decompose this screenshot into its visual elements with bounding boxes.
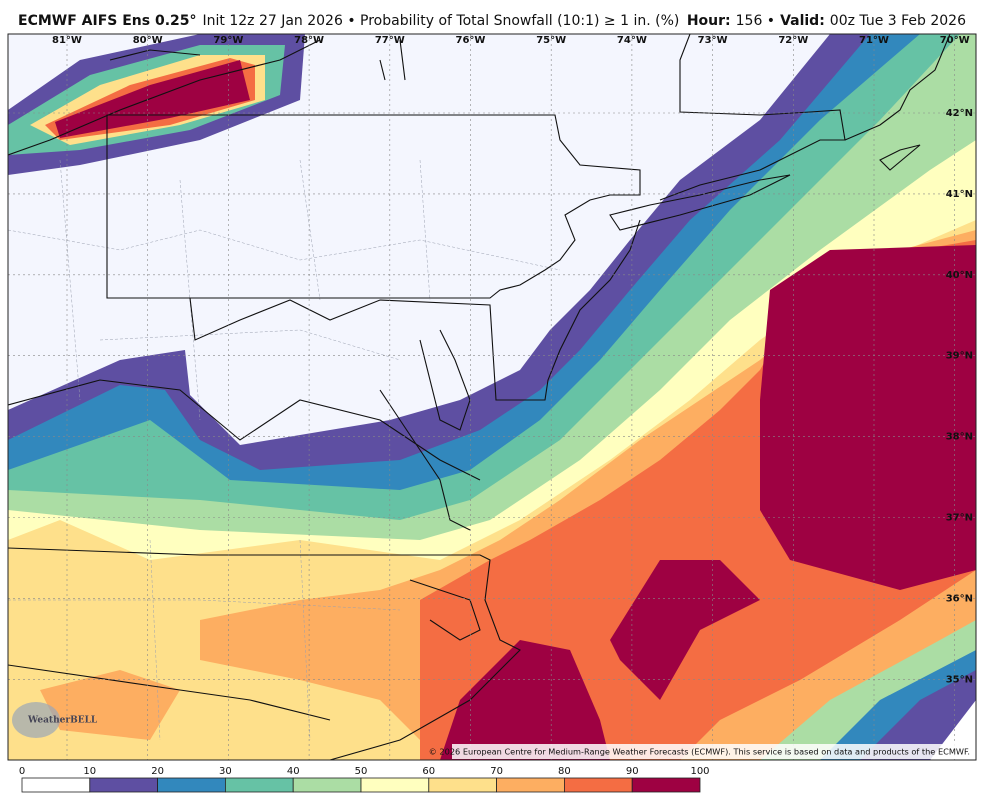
colorbar-segment <box>292 777 362 793</box>
boundaries <box>8 34 951 760</box>
colorbar-tick-label: 30 <box>219 766 232 777</box>
hour: 156 • <box>736 13 775 29</box>
longitude-label: 74°W <box>617 35 647 46</box>
probability-band <box>40 670 180 740</box>
latitude-label: 39°N <box>946 351 973 362</box>
colorbar-tick-label: 100 <box>690 766 709 777</box>
colorbar-segment <box>224 777 294 793</box>
colorbar-segment <box>564 777 633 793</box>
colorbar-segment <box>428 777 497 793</box>
map <box>8 34 976 760</box>
colorbar-tick-label: 60 <box>422 766 435 777</box>
logo-text: WeatherBELL <box>27 716 98 726</box>
valid: 00z Tue 3 Feb 2026 <box>830 13 966 29</box>
colorbar-segment <box>157 777 226 793</box>
probability-band <box>860 670 976 760</box>
colorbar-segment <box>631 777 701 793</box>
longitude-label: 80°W <box>133 35 163 46</box>
colorbar: 0 10 20 30 40 50 60 70 80 90 100 <box>19 766 710 793</box>
graticule <box>8 34 976 760</box>
colorbar-tick-label: 50 <box>355 766 368 777</box>
longitude-label: 76°W <box>456 35 486 46</box>
colorbar-tick-label: 80 <box>558 766 571 777</box>
latitude-label: 42°N <box>946 108 973 119</box>
colorbar-tick-label: 20 <box>151 766 164 777</box>
latitude-label: 41°N <box>946 189 973 200</box>
colorbar-segment <box>360 777 430 793</box>
model: ECMWF AIFS Ens 0.25° <box>18 13 197 29</box>
colorbar-segment <box>496 777 565 793</box>
description: Init 12z 27 Jan 2026 • Probability of To… <box>203 13 680 29</box>
longitude-label: 78°W <box>294 35 324 46</box>
colorbar-segment <box>89 777 159 793</box>
copyright-box <box>452 744 974 759</box>
longitude-label: 73°W <box>698 35 728 46</box>
valid-label: Valid: <box>780 13 825 29</box>
colorbar-segment <box>21 777 91 793</box>
map-frame <box>7 33 977 761</box>
probability-band <box>610 560 760 700</box>
header-left: ECMWF AIFS Ens 0.25° Init 12z 27 Jan 2026… <box>18 13 679 29</box>
header-right: Hour: 156 • Valid: 00z Tue 3 Feb 2026 <box>687 13 966 29</box>
colorbar-tick-label: 40 <box>287 766 300 777</box>
hour-label: Hour: <box>687 13 731 29</box>
logo: WeatherBELL <box>12 702 98 738</box>
colorbar-tick-label: 90 <box>626 766 639 777</box>
longitude-label: 75°W <box>536 35 566 46</box>
colorbar-tick-label: 0 <box>19 766 25 777</box>
longitude-label: 79°W <box>213 35 243 46</box>
latitude-label: 36°N <box>946 593 973 604</box>
latitude-label: 40°N <box>946 270 973 281</box>
probability-band <box>760 245 976 590</box>
probability-bands <box>8 34 976 760</box>
longitude-label: 77°W <box>375 35 405 46</box>
longitude-label: 70°W <box>940 35 970 46</box>
copyright: © 2026 European Centre for Medium-Range … <box>429 747 970 757</box>
latitude-label: 37°N <box>946 513 973 524</box>
longitude-label: 72°W <box>778 35 808 46</box>
logo-globe <box>12 702 60 738</box>
latitude-label: 35°N <box>946 674 973 685</box>
latitude-label: 38°N <box>946 432 973 443</box>
longitude-label: 71°W <box>859 35 889 46</box>
probability-band <box>440 640 610 760</box>
colorbar-tick-label: 70 <box>490 766 503 777</box>
longitude-label: 81°W <box>52 35 82 46</box>
colorbar-tick-label: 10 <box>83 766 96 777</box>
